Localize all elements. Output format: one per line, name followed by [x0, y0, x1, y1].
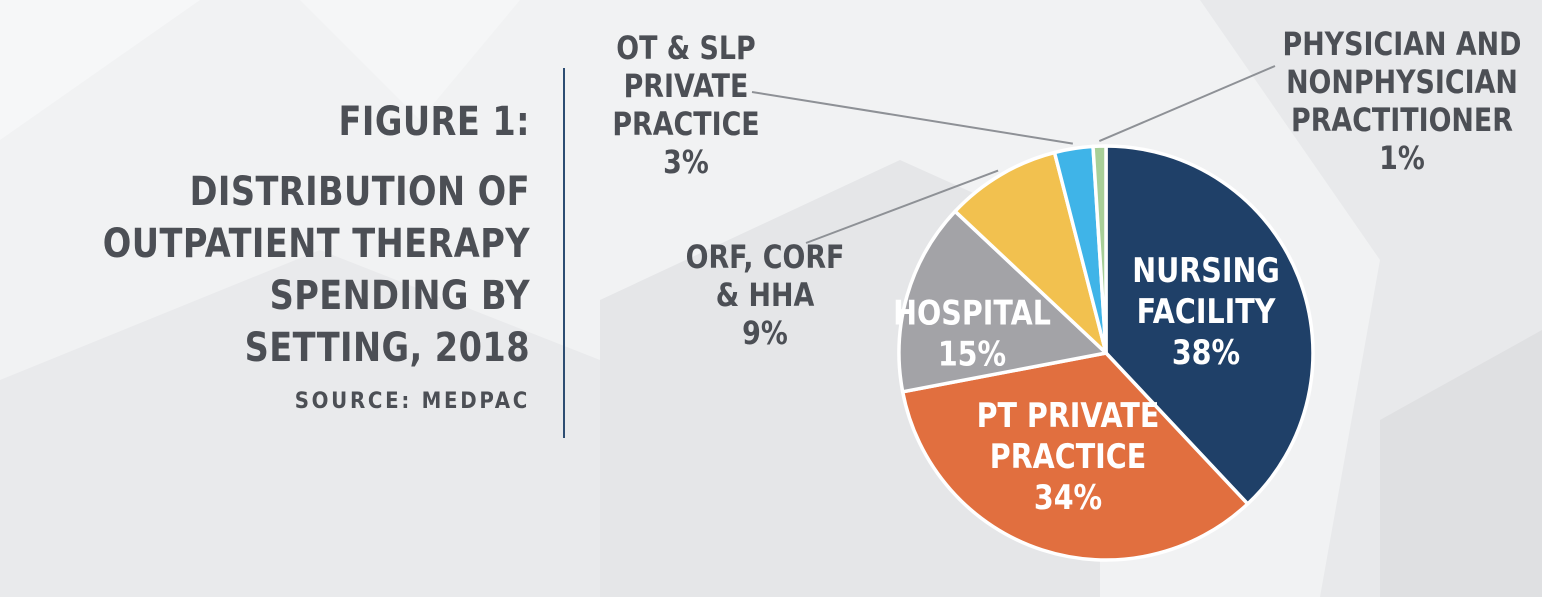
pie-slice-nursing-facility [1104, 144, 1315, 506]
pie-slice-hospital [897, 209, 1108, 394]
figure-source: SOURCE: MEDPAC [294, 389, 530, 414]
leader-line-physician-and-nonphysician-practitioner [1098, 65, 1276, 143]
figure-label: FIGURE 1: [338, 99, 530, 145]
slice-label-hospital: HOSPITAL 15% [893, 294, 1051, 374]
slice-labels: NURSING FACILITY 38% PT PRIVATE PRACTICE 34% H… [612, 26, 1521, 518]
pie-slices [897, 144, 1315, 562]
slice-label-pt-private-practice: PT PRIVATE PRACTICE 34% [977, 397, 1160, 518]
figure-heading: FIGURE 1: DISTRIBUTION OF OUTPATIENT THE… [0, 98, 530, 416]
slice-label-physician-and-nonphysician-practitioner: PHYSICIAN AND NONPHYSICIAN PRACTITIONER 1% [1283, 26, 1522, 177]
leader-line-orf-corf-hha [805, 169, 999, 244]
slice-label-ot-slp-private-practice: OT & SLP PRIVATE PRACTICE 3% [612, 30, 759, 181]
pie-slice-physician-and-nonphysician-practitioner [1091, 144, 1108, 355]
slice-label-nursing-facility: NURSING FACILITY 38% [1132, 252, 1280, 373]
pie-slice-pt-private-practice [900, 351, 1250, 562]
vertical-divider [563, 68, 565, 438]
leader-lines [751, 65, 1276, 244]
figure-title: DISTRIBUTION OF OUTPATIENT THERAPY SPEND… [102, 169, 530, 371]
pie-slice-orf-corf-hha [953, 150, 1108, 355]
slice-label-orf-corf-hha: ORF, CORF & HHA 9% [686, 239, 845, 352]
leader-line-ot-slp-private-practice [751, 91, 1073, 145]
